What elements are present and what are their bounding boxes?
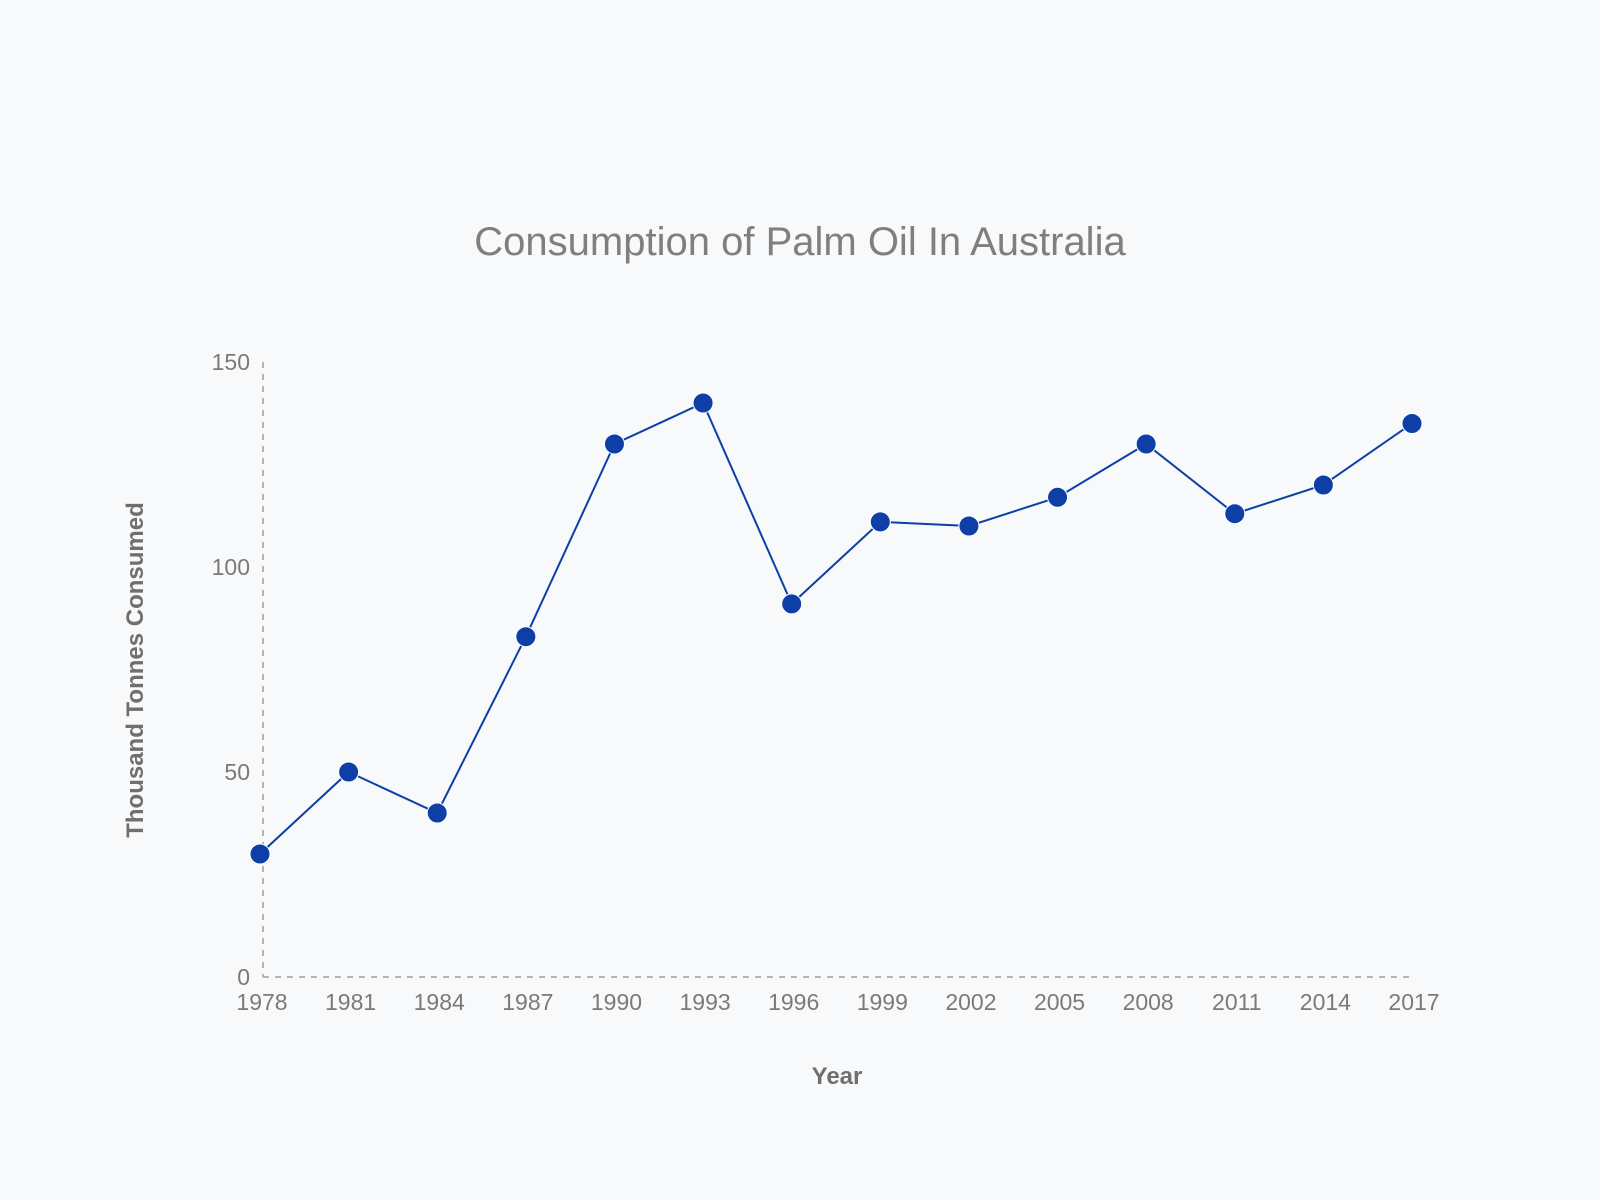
- x-axis-label: Year: [812, 1063, 863, 1090]
- x-tick-label: 1993: [679, 989, 730, 1015]
- data-point-1996[interactable]: [781, 593, 803, 615]
- data-point-1981[interactable]: [338, 761, 360, 783]
- data-point-2005[interactable]: [1047, 486, 1069, 508]
- data-point-2014[interactable]: [1312, 474, 1334, 496]
- x-tick-label: 1978: [236, 989, 287, 1015]
- data-point-1987[interactable]: [515, 626, 537, 648]
- y-tick-label: 150: [212, 349, 250, 375]
- x-tick-label: 2011: [1212, 989, 1261, 1015]
- data-series: [249, 392, 1423, 865]
- data-point-1999[interactable]: [869, 511, 891, 533]
- x-tick-label: 1987: [502, 989, 553, 1015]
- series-line: [259, 401, 1413, 855]
- data-point-1993[interactable]: [692, 392, 714, 414]
- y-tick-labels: 0 50 100 150: [212, 349, 250, 990]
- x-tick-label: 2002: [945, 989, 996, 1015]
- chart-title: Consumption of Palm Oil In Australia: [474, 220, 1126, 264]
- data-point-1990[interactable]: [603, 433, 625, 455]
- x-tick-labels: 1978 1981 1984 1987 1990 1993 1996 1999 2002 2005…: [236, 989, 1439, 1015]
- x-tick-label: 2005: [1034, 989, 1085, 1015]
- y-axis-label: Thousand Tonnes Consumed: [122, 502, 149, 838]
- data-point-1984[interactable]: [426, 802, 448, 824]
- data-point-2011[interactable]: [1224, 503, 1246, 525]
- y-tick-label: 0: [237, 964, 250, 990]
- data-point-2008[interactable]: [1135, 433, 1157, 455]
- x-tick-label: 1999: [857, 989, 908, 1015]
- data-point-2002[interactable]: [958, 515, 980, 537]
- y-tick-label: 100: [212, 554, 250, 580]
- x-tick-label: 2014: [1300, 989, 1351, 1015]
- y-tick-label: 50: [224, 759, 250, 785]
- x-tick-label: 1996: [768, 989, 819, 1015]
- x-tick-label: 1990: [591, 989, 642, 1015]
- data-point-1978[interactable]: [249, 843, 271, 865]
- x-tick-label: 2008: [1123, 989, 1174, 1015]
- x-tick-label: 1981: [325, 989, 376, 1015]
- data-point-2017[interactable]: [1401, 413, 1423, 434]
- x-tick-label: 1984: [414, 989, 465, 1015]
- x-tick-label: 2017: [1388, 989, 1439, 1015]
